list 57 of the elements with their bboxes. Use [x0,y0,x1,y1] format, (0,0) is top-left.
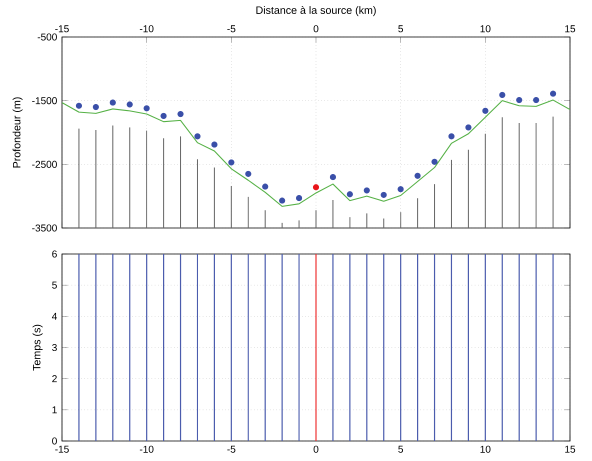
point [92,104,99,110]
point [245,170,252,177]
point [346,191,353,198]
x-tick-label: -5 [227,25,236,32]
point [144,105,150,112]
point [76,102,82,109]
y-tick-label: -500 [38,33,57,41]
point [126,101,133,108]
point [177,110,184,118]
point [448,133,455,140]
x-tick-label: -10 [140,25,154,32]
point [279,198,286,204]
y-tick-label: 0 [52,437,57,445]
y-tick-label: -2500 [32,160,57,168]
point [414,172,421,179]
point [499,92,506,98]
point [160,112,167,120]
point [398,186,404,192]
y-tick-label: -1500 [32,97,57,104]
y-tick-label: 4 [52,312,57,320]
point [194,133,201,140]
point [482,108,488,114]
point [364,187,370,194]
x-axis-title: Distance à la source (km) [256,6,376,16]
x-tick-label: 15 [565,25,576,32]
point [465,124,472,130]
point [431,158,438,165]
x-tick-label: 15 [565,446,576,453]
x-tick-label: 0 [314,446,318,453]
point [550,90,556,97]
point [110,100,116,106]
x-tick-label: 0 [314,25,318,32]
x-tick-label: -15 [55,25,69,32]
point [296,195,302,202]
point [211,142,218,148]
y-tick-label: -3500 [32,224,57,232]
x-tick-label: -15 [55,446,69,453]
y-tick-label: 5 [52,282,57,289]
x-tick-label: 10 [480,446,490,453]
y-tick-label: 2 [52,375,57,382]
y-tick-label: 6 [52,250,57,258]
x-tick-label: 5 [398,25,404,32]
x-tick-label: -5 [227,446,236,453]
x-tick-label: 5 [398,446,404,453]
point [312,184,320,190]
y-axis-title: Profondeur (m) [12,97,23,168]
point [516,96,522,104]
point [262,184,268,190]
y-tick-label: 3 [52,344,57,352]
y-axis-title: Temps (s) [32,324,43,371]
point [380,192,387,198]
x-tick-label: -10 [140,446,154,453]
y-tick-label: 1 [52,406,57,414]
point [228,159,234,166]
point [330,174,336,180]
x-tick-label: 10 [480,25,490,32]
point [533,96,540,104]
